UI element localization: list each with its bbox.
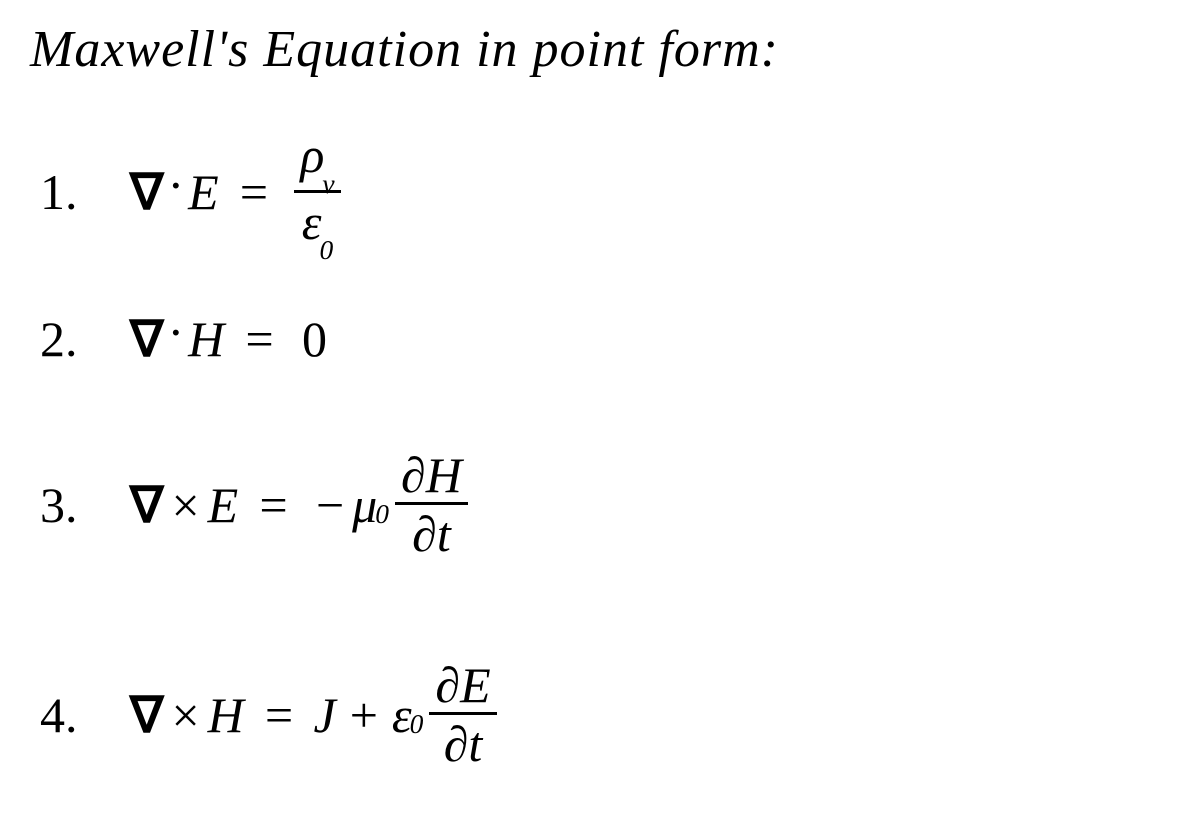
equation-2: 2. ∇ · H = 0 xyxy=(40,310,327,368)
eq3-lhs: ∇ × E xyxy=(130,476,238,534)
equation-4: 4. ∇ × H = J + ε0 ∂E ∂t xyxy=(40,660,503,769)
eq2-number: 2. xyxy=(40,310,130,368)
frac-bot: ∂t xyxy=(406,505,457,559)
eq1-lhs: ∇ · E xyxy=(130,163,219,221)
sub-0: 0 xyxy=(410,708,424,740)
field-H: H xyxy=(188,310,224,368)
frac-top: ∂H xyxy=(395,450,468,502)
eq4-number: 4. xyxy=(40,686,130,744)
nabla-icon: ∇ xyxy=(130,686,163,744)
eq2-lhs: ∇ · H xyxy=(130,310,224,368)
cross-operator: × xyxy=(171,686,199,744)
eq3-rhs: − μ0 ∂H ∂t xyxy=(308,450,474,559)
sub-0: 0 xyxy=(375,498,389,530)
equals-sign: = xyxy=(256,476,290,534)
fraction: ρv ε0 xyxy=(294,130,340,254)
rho: ρ xyxy=(300,127,324,183)
partial: ∂ xyxy=(444,716,469,772)
page-title: Maxwell's Equation in point form: xyxy=(30,20,779,79)
fraction: ∂E ∂t xyxy=(429,660,496,769)
equals-sign: = xyxy=(237,163,271,221)
mu: μ xyxy=(352,476,377,534)
field-H: H xyxy=(426,447,462,503)
field-H: H xyxy=(208,686,244,744)
var-t: t xyxy=(437,506,451,562)
sub-v: v xyxy=(322,168,334,199)
frac-top: ∂E xyxy=(429,660,496,712)
eq1-number: 1. xyxy=(40,163,130,221)
partial: ∂ xyxy=(412,506,437,562)
eq4-lhs: ∇ × H xyxy=(130,686,244,744)
eq1-rhs: ρv ε0 xyxy=(288,130,346,254)
equation-1: 1. ∇ · E = ρv ε0 xyxy=(40,130,347,254)
fraction: ∂H ∂t xyxy=(395,450,468,559)
partial: ∂ xyxy=(401,447,426,503)
nabla-icon: ∇ xyxy=(130,476,163,534)
partial: ∂ xyxy=(435,657,460,713)
minus-sign: − xyxy=(316,476,344,534)
sub-0: 0 xyxy=(319,234,333,265)
equals-sign: = xyxy=(262,686,296,744)
nabla-icon: ∇ xyxy=(130,310,163,368)
field-E: E xyxy=(208,476,239,534)
field-E: E xyxy=(188,163,219,221)
frac-top: ρv xyxy=(294,130,340,190)
frac-bot: ε0 xyxy=(296,193,339,255)
equation-3: 3. ∇ × E = − μ0 ∂H ∂t xyxy=(40,450,474,559)
frac-bot: ∂t xyxy=(438,715,489,769)
eq4-rhs: J + ε0 ∂E ∂t xyxy=(314,660,503,769)
eq2-rhs: 0 xyxy=(302,310,327,368)
dot-operator: · xyxy=(167,156,184,214)
field-E: E xyxy=(460,657,491,713)
J: J xyxy=(314,686,336,744)
equals-sign: = xyxy=(242,310,276,368)
var-t: t xyxy=(468,716,482,772)
nabla-icon: ∇ xyxy=(130,163,163,221)
eq3-number: 3. xyxy=(40,476,130,534)
cross-operator: × xyxy=(171,476,199,534)
dot-operator: · xyxy=(167,303,184,361)
plus-sign: + xyxy=(350,686,378,744)
